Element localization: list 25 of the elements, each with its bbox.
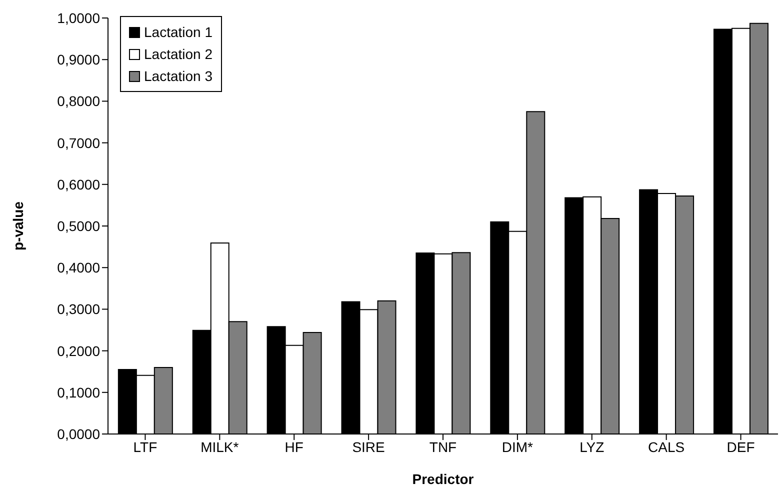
y-tick-label: 0,0000: [57, 426, 100, 442]
y-tick-label: 0,1000: [57, 384, 100, 400]
y-axis-title: p-value: [10, 201, 26, 251]
x-tick-label: TNF: [429, 438, 457, 455]
x-tick-label: LTF: [133, 438, 158, 455]
y-tick-label: 1,0000: [57, 10, 100, 26]
y-tick-label: 0,9000: [57, 52, 100, 68]
y-tick-label: 0,8000: [57, 93, 100, 110]
y-tick-label: 0,5000: [57, 218, 100, 234]
y-tick-label: 0,3000: [57, 301, 100, 318]
legend-label: Lactation 2: [144, 45, 212, 64]
legend-label: Lactation 1: [144, 23, 212, 42]
y-tick-label: 0,6000: [57, 176, 100, 192]
x-tick-label: LYZ: [580, 438, 605, 455]
legend-label: Lactation 3: [144, 67, 212, 86]
x-axis-title: Predictor: [412, 471, 474, 487]
x-tick-label: HF: [284, 438, 304, 455]
y-tick-label: 0,2000: [57, 342, 100, 359]
x-tick-label: DIM*: [502, 438, 534, 455]
x-tick-label: CALS: [648, 438, 685, 455]
x-tick-label: MILK*: [200, 438, 240, 455]
y-tick-label: 0,7000: [57, 134, 100, 151]
x-tick-label: SIRE: [352, 438, 385, 455]
y-tick-label: 0,4000: [57, 260, 100, 276]
x-tick-label: DEF: [726, 438, 755, 455]
